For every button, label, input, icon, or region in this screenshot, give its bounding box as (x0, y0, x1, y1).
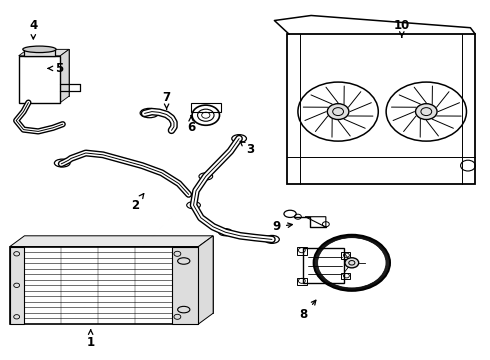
Bar (297, 247, 307, 255)
Polygon shape (19, 49, 69, 56)
Bar (287, 34, 475, 184)
Bar (297, 278, 307, 285)
Text: 1: 1 (87, 330, 95, 348)
Text: 6: 6 (187, 116, 195, 134)
Bar (172, 247, 198, 324)
Text: 7: 7 (163, 91, 171, 109)
Text: 4: 4 (29, 19, 37, 39)
Polygon shape (60, 49, 69, 103)
Bar (341, 252, 350, 259)
Circle shape (327, 104, 349, 120)
Polygon shape (27, 49, 69, 96)
Ellipse shape (23, 46, 56, 53)
Text: 9: 9 (273, 220, 293, 233)
Text: 3: 3 (240, 141, 254, 156)
Bar (303, 248, 344, 283)
Polygon shape (198, 236, 213, 324)
Polygon shape (10, 236, 213, 247)
Text: 10: 10 (393, 19, 410, 37)
Circle shape (345, 258, 359, 268)
Circle shape (416, 104, 437, 120)
Circle shape (192, 105, 220, 125)
Text: 8: 8 (300, 300, 316, 321)
Polygon shape (24, 236, 213, 313)
Bar (341, 273, 350, 279)
Text: 5: 5 (48, 62, 63, 75)
Text: 2: 2 (131, 194, 144, 212)
Bar (24, 49, 55, 56)
Bar (191, 103, 221, 112)
Bar (10, 247, 24, 324)
Bar (10, 247, 198, 324)
Bar (19, 56, 60, 103)
